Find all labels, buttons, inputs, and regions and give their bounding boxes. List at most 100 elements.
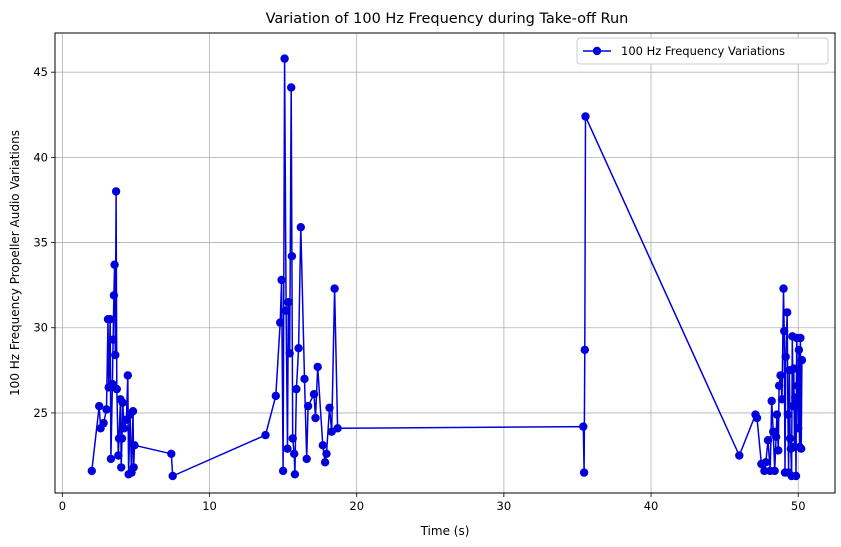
data-point [277, 275, 286, 285]
data-point [118, 398, 127, 407]
data-point [796, 333, 805, 343]
data-point [261, 430, 270, 440]
data-point [794, 345, 804, 355]
series-layer [87, 54, 807, 481]
legend: 100 Hz Frequency Variations [576, 37, 829, 65]
data-point [281, 306, 291, 315]
data-point [752, 413, 762, 423]
data-point [771, 432, 781, 441]
data-point [120, 424, 129, 433]
data-point [333, 424, 342, 433]
data-point [129, 463, 138, 472]
data-point [130, 441, 139, 450]
data-point [580, 345, 589, 355]
data-point [106, 454, 116, 464]
data-point [761, 458, 770, 467]
data-point [781, 352, 790, 361]
data-point [791, 393, 800, 402]
data-point [283, 444, 292, 453]
data-point [797, 355, 807, 365]
data-point [296, 223, 305, 232]
data-point [128, 407, 138, 416]
data-point [292, 384, 301, 394]
data-point [322, 449, 331, 458]
data-point [99, 418, 108, 428]
y-tick-label: 40 [33, 150, 48, 164]
data-point [109, 291, 119, 300]
data-point [285, 349, 294, 358]
data-point [581, 112, 590, 121]
data-point [288, 434, 297, 443]
data-point [313, 362, 322, 372]
ticks: 0 10 20 30 40 50 25 30 35 40 45 [33, 65, 805, 513]
data-point [114, 451, 123, 460]
data-point [791, 471, 801, 481]
data-point [320, 458, 330, 467]
data-point [783, 308, 792, 317]
y-tick-label: 25 [33, 406, 48, 420]
data-point [302, 454, 311, 464]
data-point [760, 466, 769, 476]
grid [55, 33, 835, 493]
data-point [280, 54, 289, 63]
data-point [774, 446, 783, 455]
series-line [91, 57, 803, 477]
x-tick-label: 0 [59, 499, 66, 513]
data-point [111, 350, 120, 360]
legend-marker [592, 46, 602, 56]
data-point [776, 371, 785, 380]
data-point [87, 466, 97, 476]
y-tick-label: 35 [33, 236, 48, 250]
data-point [294, 344, 303, 353]
data-point [772, 410, 782, 419]
x-tick-label: 40 [644, 499, 659, 513]
data-point [783, 410, 793, 419]
data-point [287, 83, 296, 92]
legend-box [576, 37, 829, 65]
data-point [117, 463, 126, 472]
data-point [309, 390, 319, 399]
data-point [579, 422, 588, 431]
data-point [290, 470, 300, 479]
x-tick-label: 10 [202, 499, 217, 513]
data-point [311, 413, 320, 423]
data-point [579, 468, 589, 477]
chart-title: Variation of 100 Hz Frequency during Tak… [266, 11, 629, 27]
data-point [777, 395, 787, 404]
y-tick-label: 30 [33, 321, 48, 335]
data-point [117, 434, 127, 443]
data-point [95, 401, 104, 411]
data-point [770, 466, 779, 476]
data-point [794, 424, 803, 433]
data-point [797, 444, 806, 453]
data-point [300, 374, 309, 384]
data-point [779, 284, 788, 293]
data-point [793, 381, 802, 390]
data-point [167, 449, 176, 458]
data-point [123, 371, 132, 380]
data-point [774, 381, 784, 390]
data-point [325, 403, 334, 412]
data-point [318, 441, 327, 450]
data-point [287, 252, 297, 261]
legend-label: 100 Hz Frequency Variations [621, 44, 785, 58]
plot-frame [54, 32, 836, 494]
data-point [271, 391, 280, 401]
data-point [108, 335, 118, 344]
data-point [102, 405, 111, 414]
data-point [112, 384, 122, 394]
data-point [330, 284, 339, 293]
x-axis-label: Time (s) [420, 524, 470, 538]
data-point [106, 315, 115, 324]
data-point [763, 436, 773, 445]
y-tick-label: 45 [33, 65, 48, 79]
data-point [788, 401, 798, 411]
data-point [284, 298, 293, 307]
data-point [780, 326, 789, 336]
data-point [278, 466, 288, 476]
data-point [767, 396, 776, 406]
x-tick-label: 50 [791, 499, 806, 513]
data-point [276, 318, 285, 327]
